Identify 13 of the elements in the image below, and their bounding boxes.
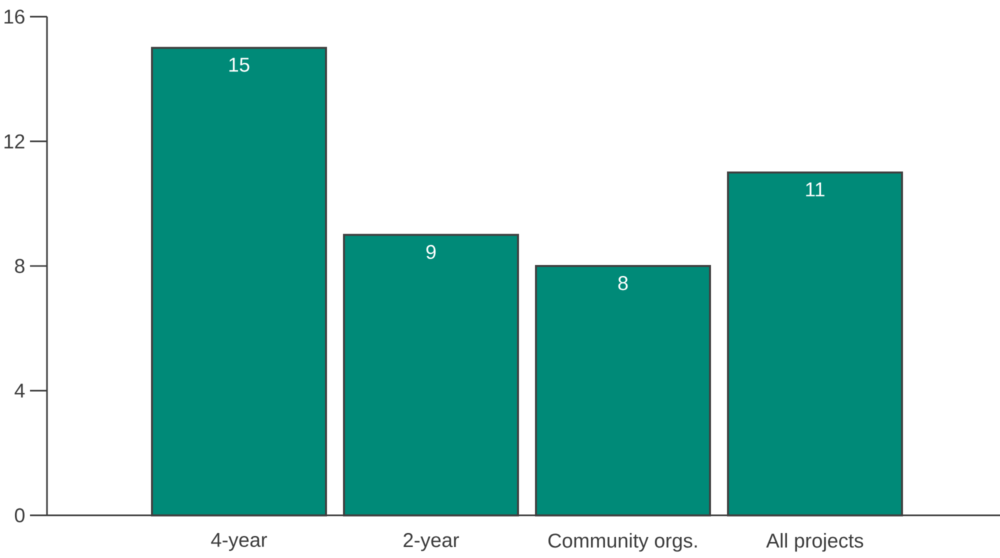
y-tick-label: 8 [15,258,24,274]
y-tick-label: 16 [4,10,24,24]
x-tick-label: 4-year [211,533,267,551]
x-tick-label: Community orgs. [548,533,697,552]
y-tick-label: 0 [14,508,24,522]
x-tick-label: All projects [766,533,864,552]
x-tick-label: 2-year [404,533,459,552]
y-tick-label: 12 [4,134,24,148]
data-label: 11 [806,182,824,196]
data-label: 15 [229,58,250,72]
y-tick-label: 4 [14,384,25,398]
data-label: 8 [618,276,628,290]
data-label: 9 [426,244,436,260]
